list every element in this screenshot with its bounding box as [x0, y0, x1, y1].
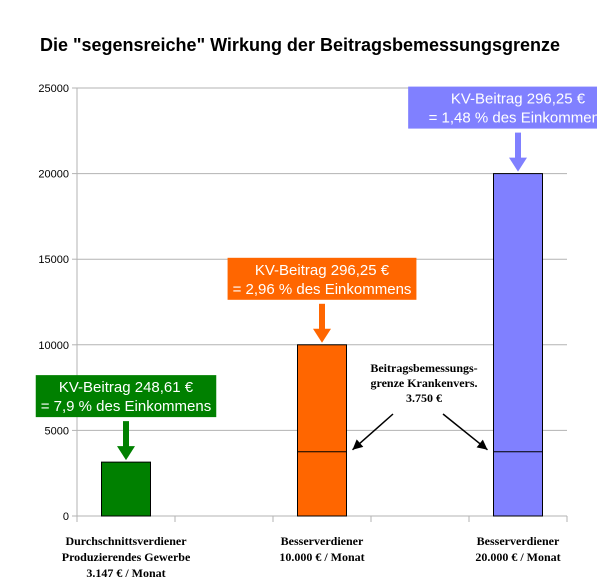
axes: 0 5000 10000 15000 20000 25000 Durchschnittsve…	[38, 83, 568, 580]
chart-title: Die "segensreiche" Wirkung der Beitragsb…	[40, 35, 560, 55]
callout-text: KV-Beitrag 296,25 €	[255, 262, 390, 279]
callout-text: KV-Beitrag 296,25 €	[451, 91, 586, 108]
x-category-label: Besserverdiener	[281, 534, 364, 548]
callout-background	[227, 257, 417, 300]
y-tick-label: 0	[63, 511, 69, 523]
x-category-label: Durchschnittsverdiener	[65, 534, 187, 548]
x-category-label: Produzierendes Gewerbe	[62, 550, 191, 564]
callout-box: KV-Beitrag 248,61 € = 7,9 % des Einkommen…	[35, 375, 217, 418]
callout-box: KV-Beitrag 296,25 € = 2,96 % des Einkomme…	[227, 257, 417, 300]
callout-text: KV-Beitrag 248,61 €	[59, 379, 194, 396]
callouts: KV-Beitrag 248,61 € = 7,9 % des Einkommen…	[35, 86, 600, 461]
callout-arrow-head	[313, 328, 331, 343]
bar	[101, 461, 151, 517]
x-category-label: 10.000 € / Monat	[279, 550, 364, 564]
callout-box: KV-Beitrag 296,25 € = 1,48 % des Einkomme…	[408, 86, 600, 129]
contribution-limit-label: Beitragsbemessungs-	[370, 361, 477, 375]
y-tick-label: 5000	[45, 425, 69, 437]
contribution-limit-label: grenze Krankenvers.	[370, 376, 477, 390]
y-tick-label: 20000	[38, 169, 69, 181]
bar	[297, 344, 347, 517]
bars	[101, 173, 543, 517]
y-tick-label: 10000	[38, 340, 69, 352]
y-tick-label: 25000	[38, 83, 69, 95]
callout-background	[35, 375, 217, 418]
callout-text: = 1,48 % des Einkommens	[429, 110, 600, 127]
contribution-limit-arrow-head	[352, 439, 364, 450]
callout-arrow-head	[509, 157, 527, 172]
y-tick-label: 15000	[38, 254, 69, 266]
bar	[493, 173, 543, 517]
x-category-label: Besserverdiener	[477, 534, 560, 548]
callout-text: = 7,9 % des Einkommens	[41, 398, 212, 415]
contribution-limit-arrow-head	[476, 439, 488, 450]
contribution-limit-annotation: Beitragsbemessungs-grenze Krankenvers.3.…	[352, 361, 488, 451]
x-category-label: 20.000 € / Monat	[475, 550, 560, 564]
callout-arrow-head	[117, 446, 135, 461]
x-category-label: 3.147 € / Monat	[86, 566, 165, 580]
contribution-limit-label: 3.750 €	[406, 391, 442, 405]
callout-text: = 2,96 % des Einkommens	[233, 281, 412, 298]
callout-background	[408, 86, 597, 129]
